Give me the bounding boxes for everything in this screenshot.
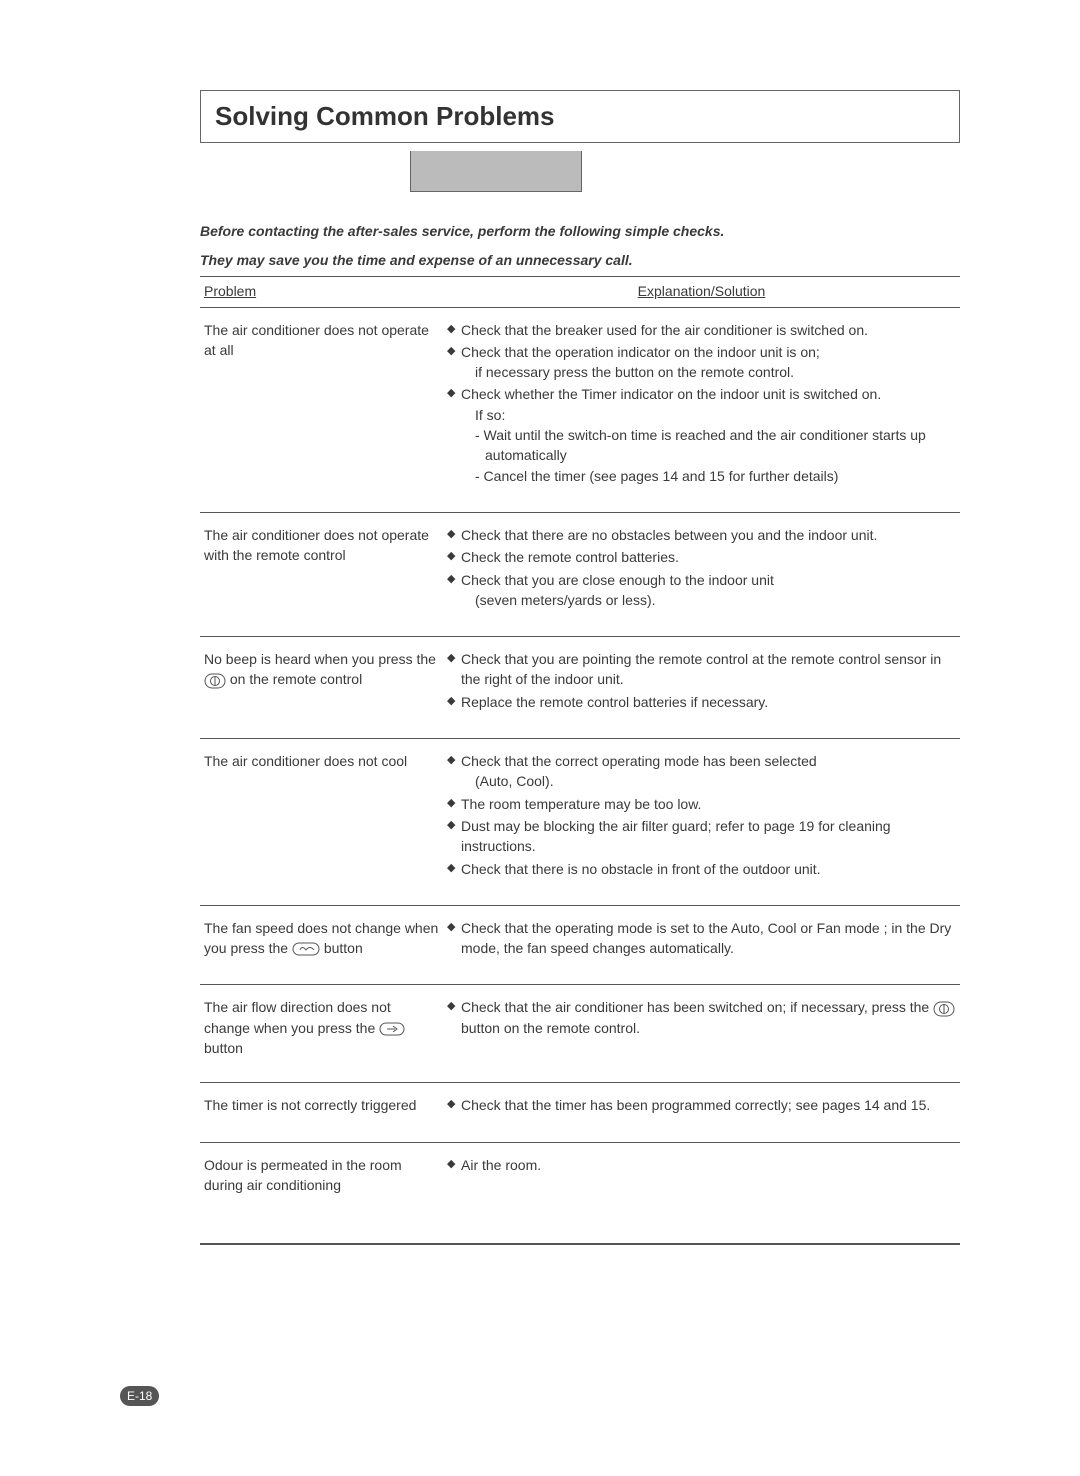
table-row: Odour is permeated in the room during ai…	[200, 1142, 960, 1244]
solution-subline: (seven meters/yards or less).	[461, 590, 956, 610]
solution-subline: If so:	[461, 405, 956, 425]
solution-item: Check that the breaker used for the air …	[447, 320, 956, 340]
solution-cell: Check that the breaker used for the air …	[443, 307, 960, 512]
intro-line-1: Before contacting the after-sales servic…	[200, 222, 960, 242]
solution-cell: Check that there are no obstacles betwee…	[443, 512, 960, 636]
table-row: The air conditioner does not operate at …	[200, 307, 960, 512]
solution-item: Replace the remote control batteries if …	[447, 692, 956, 712]
solution-cell: Check that the air conditioner has been …	[443, 985, 960, 1083]
solution-item: Dust may be blocking the air filter guar…	[447, 816, 956, 857]
table-row: The air conditioner does not coolCheck t…	[200, 739, 960, 906]
solution-item: Check that you are pointing the remote c…	[447, 649, 956, 690]
solution-item: The room temperature may be too low.	[447, 794, 956, 814]
table-row: The air flow direction does not change w…	[200, 985, 960, 1083]
solution-subline: (Auto, Cool).	[461, 771, 956, 791]
solution-item: Check that you are close enough to the i…	[447, 570, 956, 611]
problem-cell: The fan speed does not change when you p…	[200, 905, 443, 985]
solution-item: Check that the correct operating mode ha…	[447, 751, 956, 792]
solution-item: Check that the timer has been programmed…	[447, 1095, 956, 1115]
intro-line-2: They may save you the time and expense o…	[200, 252, 960, 268]
title-tab-decor	[410, 151, 582, 192]
problem-cell: The timer is not correctly triggered	[200, 1083, 443, 1142]
solution-item: Check the remote control batteries.	[447, 547, 956, 567]
col-header-solution: Explanation/Solution	[443, 276, 960, 307]
solution-subline: - Wait until the switch-on time is reach…	[471, 425, 956, 466]
solution-subline: - Cancel the timer (see pages 14 and 15 …	[471, 466, 956, 486]
solution-item: Air the room.	[447, 1155, 956, 1175]
problem-cell: The air conditioner does not operate at …	[200, 307, 443, 512]
table-row: The air conditioner does not operate wit…	[200, 512, 960, 636]
table-row: No beep is heard when you press the on t…	[200, 637, 960, 739]
table-row: The fan speed does not change when you p…	[200, 905, 960, 985]
col-header-problem: Problem	[200, 276, 443, 307]
problem-cell: The air conditioner does not operate wit…	[200, 512, 443, 636]
solution-cell: Air the room.	[443, 1142, 960, 1244]
problem-cell: No beep is heard when you press the on t…	[200, 637, 443, 739]
solution-subline: if necessary press the button on the rem…	[461, 362, 956, 382]
table-row: The timer is not correctly triggeredChec…	[200, 1083, 960, 1142]
solution-cell: Check that the correct operating mode ha…	[443, 739, 960, 906]
solution-cell: Check that you are pointing the remote c…	[443, 637, 960, 739]
title-bar: Solving Common Problems	[200, 90, 960, 143]
page-title: Solving Common Problems	[201, 91, 959, 142]
problem-cell: Odour is permeated in the room during ai…	[200, 1142, 443, 1244]
solution-item: Check that there are no obstacles betwee…	[447, 525, 956, 545]
solution-cell: Check that the operating mode is set to …	[443, 905, 960, 985]
problem-cell: The air conditioner does not cool	[200, 739, 443, 906]
solution-item: Check that the operation indicator on th…	[447, 342, 956, 383]
page-number-badge: E-18	[120, 1386, 159, 1406]
solution-item: Check that there is no obstacle in front…	[447, 859, 956, 879]
solution-cell: Check that the timer has been programmed…	[443, 1083, 960, 1142]
troubleshoot-table: Problem Explanation/Solution The air con…	[200, 276, 960, 1246]
solution-item: Check that the operating mode is set to …	[447, 918, 956, 959]
problem-cell: The air flow direction does not change w…	[200, 985, 443, 1083]
solution-item: Check that the air conditioner has been …	[447, 997, 956, 1038]
solution-item: Check whether the Timer indicator on the…	[447, 384, 956, 485]
